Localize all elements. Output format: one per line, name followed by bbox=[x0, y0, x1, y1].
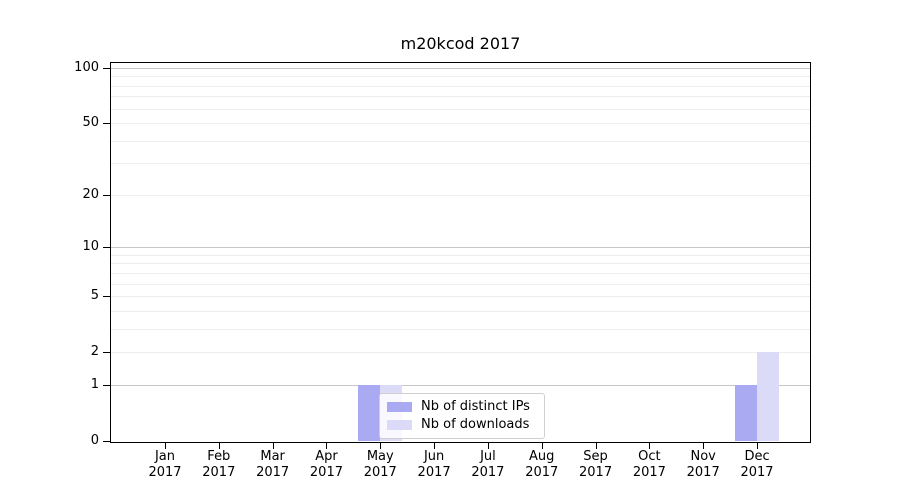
y-tick-mark bbox=[103, 441, 110, 442]
x-tick-mark bbox=[218, 443, 220, 449]
x-tick-label: Dec 2017 bbox=[729, 449, 785, 481]
y-tick-label: 10 bbox=[82, 239, 99, 255]
y-tick-label: 2 bbox=[90, 344, 99, 360]
legend-label-distinct-ips: Nb of distinct IPs bbox=[421, 399, 530, 414]
x-tick-label: Aug 2017 bbox=[514, 449, 570, 481]
y-gridline-minor bbox=[111, 263, 810, 265]
x-tick-year: 2017 bbox=[309, 465, 343, 480]
y-gridline-minor bbox=[111, 328, 810, 330]
chart-title: m20kcod 2017 bbox=[400, 34, 521, 53]
legend-entry-downloads: Nb of downloads bbox=[387, 416, 537, 434]
y-gridline-minor bbox=[111, 96, 810, 98]
plot-area: Nb of distinct IPs Nb of downloads bbox=[110, 62, 811, 443]
x-tick-label: Feb 2017 bbox=[191, 449, 247, 481]
x-tick-month: Sep bbox=[583, 449, 608, 464]
x-tick-year: 2017 bbox=[686, 465, 720, 480]
x-tick-label: Oct 2017 bbox=[621, 449, 677, 481]
x-tick-mark bbox=[380, 443, 382, 449]
y-gridline-minor bbox=[111, 194, 810, 196]
x-tick-year: 2017 bbox=[579, 465, 613, 480]
x-tick-mark bbox=[434, 443, 436, 449]
y-tick-mark bbox=[103, 296, 110, 298]
x-tick-year: 2017 bbox=[525, 465, 559, 480]
y-gridline-minor bbox=[111, 272, 810, 274]
x-tick-label: Jan 2017 bbox=[137, 449, 193, 481]
x-tick-year: 2017 bbox=[740, 465, 774, 480]
bar-distinct-ips bbox=[358, 384, 381, 441]
y-tick-label: 5 bbox=[90, 288, 99, 304]
x-tick-month: Apr bbox=[315, 449, 338, 464]
y-gridline-minor bbox=[111, 310, 810, 312]
x-tick-year: 2017 bbox=[363, 465, 397, 480]
x-tick-mark bbox=[487, 443, 489, 449]
y-gridline-major bbox=[111, 247, 810, 249]
x-tick-month: Feb bbox=[207, 449, 231, 464]
x-tick-month: May bbox=[366, 449, 394, 464]
x-tick-label: Mar 2017 bbox=[245, 449, 301, 481]
x-tick-label: Jul 2017 bbox=[460, 449, 516, 481]
x-tick-mark bbox=[649, 443, 651, 449]
x-tick-label: Apr 2017 bbox=[298, 449, 354, 481]
x-tick-mark bbox=[595, 443, 597, 449]
x-tick-month: Nov bbox=[690, 449, 716, 464]
x-tick-mark bbox=[703, 443, 705, 449]
x-tick-month: Jun bbox=[423, 449, 445, 464]
x-tick-label: May 2017 bbox=[352, 449, 408, 481]
y-tick-mark bbox=[103, 123, 110, 125]
x-tick-year: 2017 bbox=[256, 465, 290, 480]
y-gridline-minor bbox=[111, 296, 810, 298]
legend-entry-distinct-ips: Nb of distinct IPs bbox=[387, 398, 537, 416]
y-gridline-minor bbox=[111, 254, 810, 256]
y-gridline-minor bbox=[111, 108, 810, 110]
y-gridline-minor bbox=[111, 76, 810, 78]
y-gridline-minor bbox=[111, 85, 810, 87]
y-gridline-major bbox=[111, 384, 810, 386]
y-gridline-minor bbox=[111, 140, 810, 142]
x-tick-year: 2017 bbox=[202, 465, 236, 480]
bar-distinct-ips bbox=[735, 384, 758, 441]
y-tick-mark bbox=[103, 352, 110, 354]
y-tick-label: 20 bbox=[82, 186, 99, 202]
y-tick-label: 1 bbox=[90, 376, 99, 392]
x-tick-month: Jul bbox=[480, 449, 496, 464]
legend-swatch-downloads bbox=[387, 420, 412, 430]
bar-downloads bbox=[757, 352, 780, 441]
y-gridline-minor bbox=[111, 163, 810, 165]
x-tick-mark bbox=[326, 443, 328, 449]
legend: Nb of distinct IPs Nb of downloads bbox=[379, 393, 545, 439]
y-tick-mark bbox=[103, 247, 110, 249]
y-tick-label: 0 bbox=[90, 433, 99, 448]
y-gridline-minor bbox=[111, 123, 810, 125]
y-tick-mark bbox=[103, 194, 110, 196]
x-tick-year: 2017 bbox=[471, 465, 505, 480]
x-tick-mark bbox=[757, 443, 759, 449]
legend-swatch-distinct-ips bbox=[387, 402, 412, 412]
x-tick-month: Oct bbox=[638, 449, 661, 464]
x-tick-month: Mar bbox=[260, 449, 285, 464]
legend-label-downloads: Nb of downloads bbox=[421, 417, 530, 432]
y-tick-label: 100 bbox=[74, 60, 99, 75]
y-tick-mark bbox=[103, 68, 110, 69]
x-tick-month: Jan bbox=[154, 449, 176, 464]
x-tick-mark bbox=[165, 443, 166, 449]
x-tick-mark bbox=[272, 443, 274, 449]
y-gridline-minor bbox=[111, 283, 810, 285]
x-tick-mark bbox=[541, 443, 543, 449]
x-tick-label: Nov 2017 bbox=[675, 449, 731, 481]
x-tick-year: 2017 bbox=[148, 465, 182, 480]
x-tick-label: Sep 2017 bbox=[568, 449, 624, 481]
y-gridline-minor bbox=[111, 352, 810, 354]
x-tick-month: Dec bbox=[744, 449, 770, 464]
x-tick-year: 2017 bbox=[417, 465, 451, 480]
x-tick-label: Jun 2017 bbox=[406, 449, 462, 481]
x-tick-year: 2017 bbox=[632, 465, 666, 480]
x-tick-month: Aug bbox=[529, 449, 555, 464]
y-tick-mark bbox=[103, 384, 110, 386]
y-tick-label: 50 bbox=[82, 115, 99, 131]
y-gridline-major bbox=[111, 68, 810, 69]
